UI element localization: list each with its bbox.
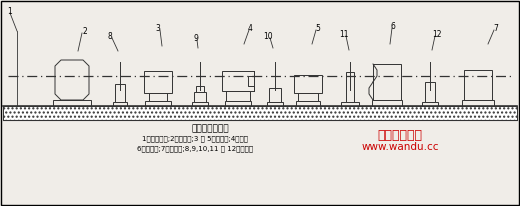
Text: 3: 3	[155, 23, 161, 33]
Bar	[222, 71, 254, 91]
Bar	[422, 102, 438, 106]
Bar	[194, 92, 206, 102]
Text: 万度减速机网: 万度减速机网	[378, 129, 422, 142]
Bar	[462, 100, 494, 106]
Bar	[269, 88, 281, 102]
Bar	[226, 91, 250, 101]
Bar	[346, 72, 354, 102]
Bar	[53, 100, 91, 106]
Text: 8: 8	[108, 32, 112, 41]
Text: 6: 6	[391, 21, 395, 30]
Bar	[464, 70, 492, 100]
Text: 1一试验平台;2一原动机;3 和 5一传感器;4一被测: 1一试验平台;2一原动机;3 和 5一传感器;4一被测	[142, 135, 248, 142]
Text: 5: 5	[316, 23, 320, 33]
Bar	[145, 101, 171, 106]
Text: 9: 9	[193, 34, 199, 42]
Text: www.wandu.cc: www.wandu.cc	[361, 142, 439, 152]
Text: 4: 4	[248, 23, 252, 33]
Bar	[372, 100, 402, 106]
Polygon shape	[55, 60, 89, 100]
Bar	[115, 84, 125, 102]
Bar	[192, 102, 208, 106]
Bar	[294, 75, 322, 93]
Text: 11: 11	[339, 29, 349, 39]
Bar	[298, 93, 318, 101]
Bar	[225, 101, 251, 106]
Bar	[296, 101, 320, 106]
Text: 试验装置示意图: 试验装置示意图	[191, 124, 229, 133]
Bar	[149, 93, 167, 101]
Text: 6一增速机;7一加载器;8,9,10,11 和 12一联轴器: 6一增速机;7一加载器;8,9,10,11 和 12一联轴器	[137, 145, 253, 152]
Bar	[267, 102, 283, 106]
Bar	[373, 64, 401, 100]
Bar	[3, 106, 517, 120]
Bar	[425, 82, 435, 102]
Text: 2: 2	[83, 27, 87, 35]
Bar	[113, 102, 127, 106]
Text: 10: 10	[263, 32, 273, 41]
Bar	[341, 102, 359, 106]
Bar	[196, 86, 204, 92]
Text: 12: 12	[432, 29, 442, 39]
Text: 1: 1	[8, 7, 12, 15]
Bar	[144, 71, 172, 93]
Text: 7: 7	[493, 23, 499, 33]
